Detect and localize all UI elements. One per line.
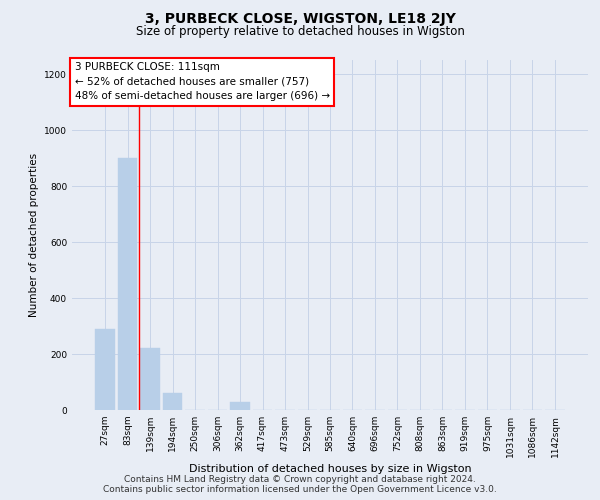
Bar bbox=[163, 393, 182, 410]
X-axis label: Distribution of detached houses by size in Wigston: Distribution of detached houses by size … bbox=[188, 464, 472, 474]
Text: Contains HM Land Registry data © Crown copyright and database right 2024.
Contai: Contains HM Land Registry data © Crown c… bbox=[103, 474, 497, 494]
Bar bbox=[140, 348, 160, 410]
Bar bbox=[95, 329, 115, 410]
Text: 3 PURBECK CLOSE: 111sqm
← 52% of detached houses are smaller (757)
48% of semi-d: 3 PURBECK CLOSE: 111sqm ← 52% of detache… bbox=[74, 62, 330, 102]
Y-axis label: Number of detached properties: Number of detached properties bbox=[29, 153, 38, 317]
Text: Size of property relative to detached houses in Wigston: Size of property relative to detached ho… bbox=[136, 25, 464, 38]
Text: 3, PURBECK CLOSE, WIGSTON, LE18 2JY: 3, PURBECK CLOSE, WIGSTON, LE18 2JY bbox=[145, 12, 455, 26]
Bar bbox=[230, 402, 250, 410]
Bar bbox=[118, 158, 137, 410]
